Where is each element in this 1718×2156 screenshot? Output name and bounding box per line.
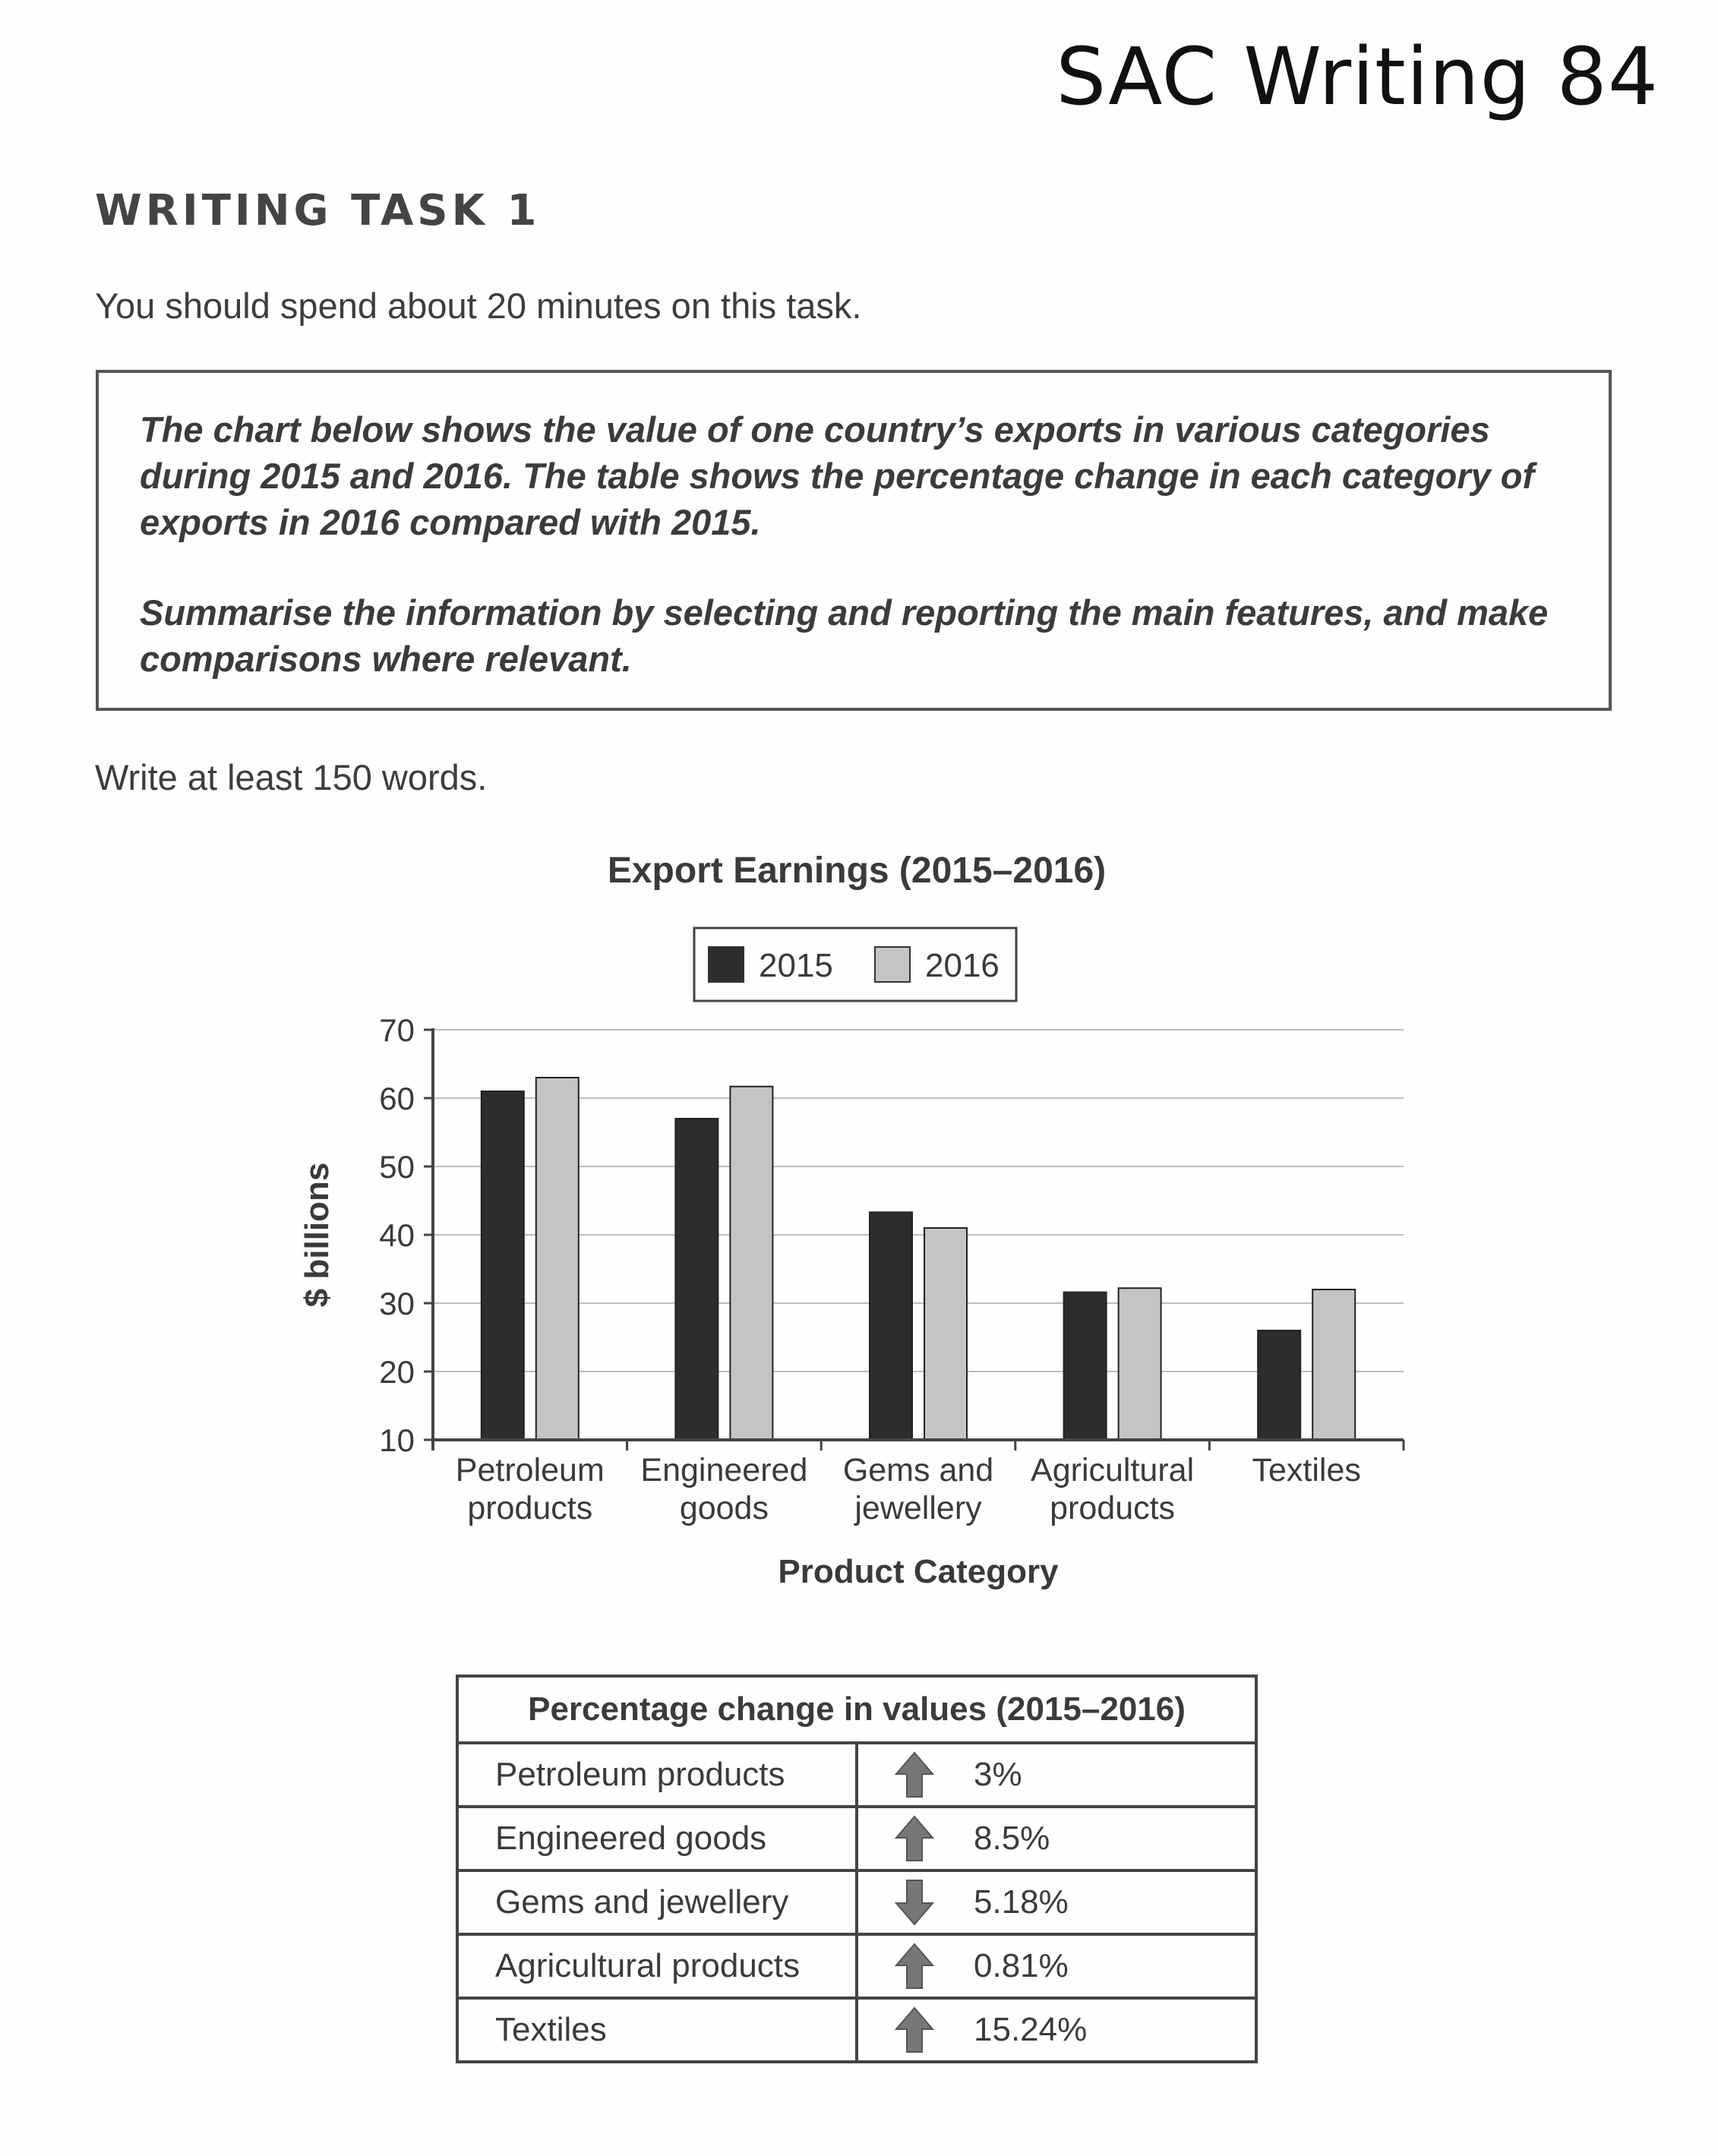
y-tick-label: 30	[379, 1286, 415, 1321]
word-count-instruction: Write at least 150 words.	[95, 757, 488, 797]
table-header: Percentage change in values (2015–2016)	[456, 1675, 1258, 1744]
x-tick-label: Textiles	[1252, 1452, 1361, 1488]
legend-swatch-2016	[874, 946, 911, 983]
x-tick-label: jewellery	[853, 1490, 982, 1526]
percentage-value: 5.18%	[974, 1883, 1069, 1921]
arrow-up-icon	[895, 1815, 934, 1861]
y-tick-label: 20	[379, 1354, 415, 1390]
legend-box	[693, 926, 1018, 1002]
y-tick-label: 60	[379, 1081, 415, 1116]
table-row: Engineered goods 8.5%	[456, 1805, 1258, 1872]
legend-label-2015: 2015	[759, 947, 833, 984]
y-tick-label: 40	[379, 1217, 415, 1253]
table-cell-change: 3%	[855, 1741, 1258, 1808]
prompt-paragraph-description: The chart below shows the value of one c…	[140, 409, 1535, 542]
table-cell-change: 0.81%	[855, 1933, 1258, 2000]
table-row: Gems and jewellery 5.18%	[456, 1869, 1258, 1936]
table-row: Agricultural products 0.81%	[456, 1933, 1258, 2000]
task-prompt-box: The chart below shows the value of one c…	[96, 370, 1612, 711]
bar-2016	[729, 1085, 774, 1441]
y-axis-label: $ billions	[298, 1163, 336, 1308]
document-title: SAC Writing 84	[1056, 30, 1659, 123]
time-instruction: You should spend about 20 minutes on thi…	[95, 286, 862, 326]
table-row: Textiles 15.24%	[456, 1997, 1258, 2063]
percentage-value: 0.81%	[974, 1947, 1069, 1984]
task-heading: WRITING TASK 1	[95, 186, 541, 235]
x-tick-label: products	[1050, 1490, 1175, 1526]
arrow-down-icon	[895, 1880, 934, 1926]
bar-2016	[1117, 1287, 1162, 1441]
arrow-up-icon	[895, 1751, 934, 1798]
x-tick-label: goods	[680, 1490, 769, 1526]
bar-2015	[480, 1091, 525, 1441]
table-cell-category: Textiles	[456, 1997, 858, 2063]
x-tick-label: Engineered	[640, 1452, 807, 1488]
bar-2015	[869, 1211, 913, 1441]
table-row: Petroleum products 3%	[456, 1741, 1258, 1808]
bar-2016	[1312, 1289, 1356, 1441]
table-cell-category: Engineered goods	[456, 1805, 858, 1872]
arrow-up-icon	[895, 2006, 934, 2053]
table-cell-change: 8.5%	[855, 1805, 1258, 1872]
percentage-value: 15.24%	[974, 2011, 1088, 2048]
x-tick-label: Petroleum	[456, 1452, 605, 1488]
chart-title: Export Earnings (2015–2016)	[608, 851, 1106, 891]
percentage-change-table: Percentage change in values (2015–2016) …	[456, 1675, 1258, 2063]
x-axis-label: Product Category	[778, 1553, 1059, 1590]
bar-2015	[1257, 1330, 1302, 1441]
table-cell-category: Agricultural products	[456, 1933, 858, 2000]
x-tick-label: Gems and	[843, 1452, 993, 1488]
legend-swatch-2015	[708, 946, 744, 983]
percentage-value: 3%	[974, 1756, 1022, 1793]
y-tick-label: 50	[379, 1149, 415, 1185]
y-tick-label: 10	[379, 1422, 415, 1458]
table-cell-category: Petroleum products	[456, 1741, 858, 1808]
table-cell-change: 5.18%	[855, 1869, 1258, 1936]
table-cell-change: 15.24%	[855, 1997, 1258, 2063]
bar-2016	[535, 1077, 580, 1441]
legend-label-2016: 2016	[925, 947, 1000, 984]
bar-2015	[1063, 1291, 1107, 1441]
prompt-paragraph-instruction: Summarise the information by selecting a…	[140, 592, 1549, 679]
bar-2016	[924, 1227, 968, 1441]
percentage-value: 8.5%	[974, 1820, 1050, 1857]
bar-2015	[674, 1118, 719, 1441]
arrow-up-icon	[895, 1943, 934, 1989]
x-tick-label: Agricultural	[1031, 1452, 1194, 1488]
x-tick-label: products	[467, 1490, 592, 1526]
table-cell-category: Gems and jewellery	[456, 1869, 858, 1936]
export-earnings-chart: Export Earnings (2015–2016) 2015 2016 10 20 3…	[298, 851, 1405, 1590]
y-tick-label: 70	[379, 1012, 415, 1048]
